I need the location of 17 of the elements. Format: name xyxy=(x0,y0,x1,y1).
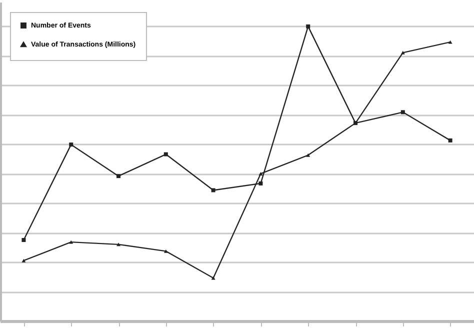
point xyxy=(448,138,452,142)
point xyxy=(448,40,452,44)
point xyxy=(164,249,168,253)
point xyxy=(306,24,310,28)
point xyxy=(306,153,310,157)
point xyxy=(22,238,26,242)
point xyxy=(22,258,26,262)
point xyxy=(258,172,263,176)
point xyxy=(400,110,405,114)
point xyxy=(258,181,263,186)
point xyxy=(400,50,405,54)
point xyxy=(69,142,74,147)
point xyxy=(116,242,120,246)
point xyxy=(116,174,120,178)
point xyxy=(211,188,216,192)
point xyxy=(164,152,168,156)
point xyxy=(69,240,74,244)
